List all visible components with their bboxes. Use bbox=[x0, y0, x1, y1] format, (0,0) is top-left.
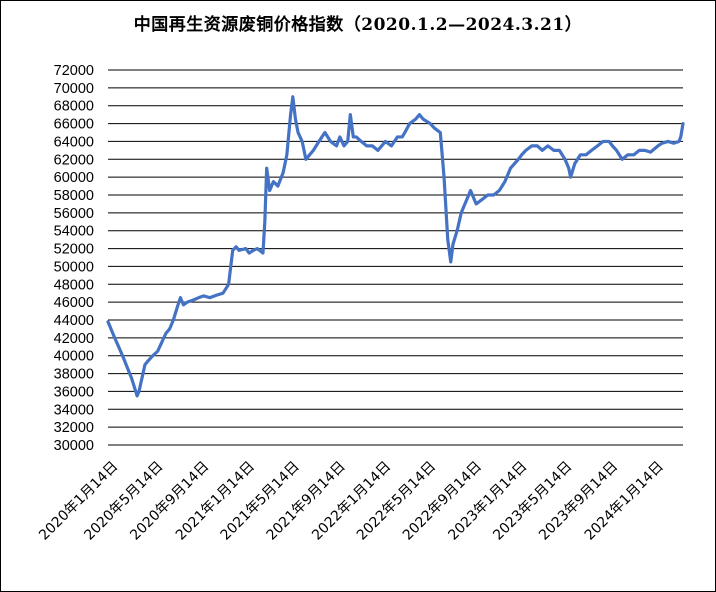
y-tick-label: 50000 bbox=[54, 259, 94, 275]
y-tick-label: 70000 bbox=[54, 81, 94, 97]
x-tick-label: 2021年5月14日 bbox=[218, 459, 303, 544]
y-tick-label: 58000 bbox=[54, 188, 94, 204]
y-tick-label: 56000 bbox=[54, 206, 94, 222]
x-tick-label: 2024年1月14日 bbox=[582, 459, 667, 544]
x-tick-label: 2021年9月14日 bbox=[264, 459, 349, 544]
gridlines bbox=[108, 69, 683, 446]
y-tick-label: 32000 bbox=[54, 420, 94, 436]
y-tick-label: 66000 bbox=[54, 117, 94, 133]
y-tick-label: 42000 bbox=[54, 331, 94, 347]
x-tick-label: 2022年5月14日 bbox=[354, 459, 439, 544]
y-tick-label: 46000 bbox=[54, 295, 94, 311]
x-tick-label: 2023年5月14日 bbox=[490, 459, 575, 544]
y-tick-label: 38000 bbox=[54, 367, 94, 383]
y-tick-label: 64000 bbox=[54, 134, 94, 150]
series-line bbox=[106, 95, 685, 398]
y-tick-label: 72000 bbox=[54, 63, 94, 79]
y-tick-label: 54000 bbox=[54, 224, 94, 240]
x-tick-label: 2020年1月14日 bbox=[36, 459, 121, 544]
x-tick-label: 2020年9月14日 bbox=[127, 459, 212, 544]
x-tick-label: 2023年9月14日 bbox=[536, 459, 621, 544]
y-tick-label: 48000 bbox=[54, 277, 94, 293]
x-tick-label: 2023年1月14日 bbox=[445, 459, 530, 544]
y-tick-label: 60000 bbox=[54, 170, 94, 186]
x-tick-label: 2021年1月14日 bbox=[173, 459, 258, 544]
y-tick-label: 40000 bbox=[54, 349, 94, 365]
x-tick-label: 2022年1月14日 bbox=[309, 459, 394, 544]
chart-title: 中国再生资源废铜价格指数（2020.1.2—2024.3.21） bbox=[133, 15, 583, 35]
y-tick-label: 44000 bbox=[54, 313, 94, 329]
y-tick-label: 52000 bbox=[54, 242, 94, 258]
y-tick-label: 30000 bbox=[54, 438, 94, 454]
x-tick-label: 2022年9月14日 bbox=[400, 459, 485, 544]
y-tick-label: 62000 bbox=[54, 152, 94, 168]
x-axis-tick-labels: 2020年1月14日2020年5月14日2020年9月14日2021年1月14日… bbox=[36, 459, 667, 544]
y-tick-label: 36000 bbox=[54, 384, 94, 400]
x-tick-label: 2020年5月14日 bbox=[81, 459, 166, 544]
y-tick-label: 68000 bbox=[54, 99, 94, 115]
y-tick-label: 34000 bbox=[54, 402, 94, 418]
